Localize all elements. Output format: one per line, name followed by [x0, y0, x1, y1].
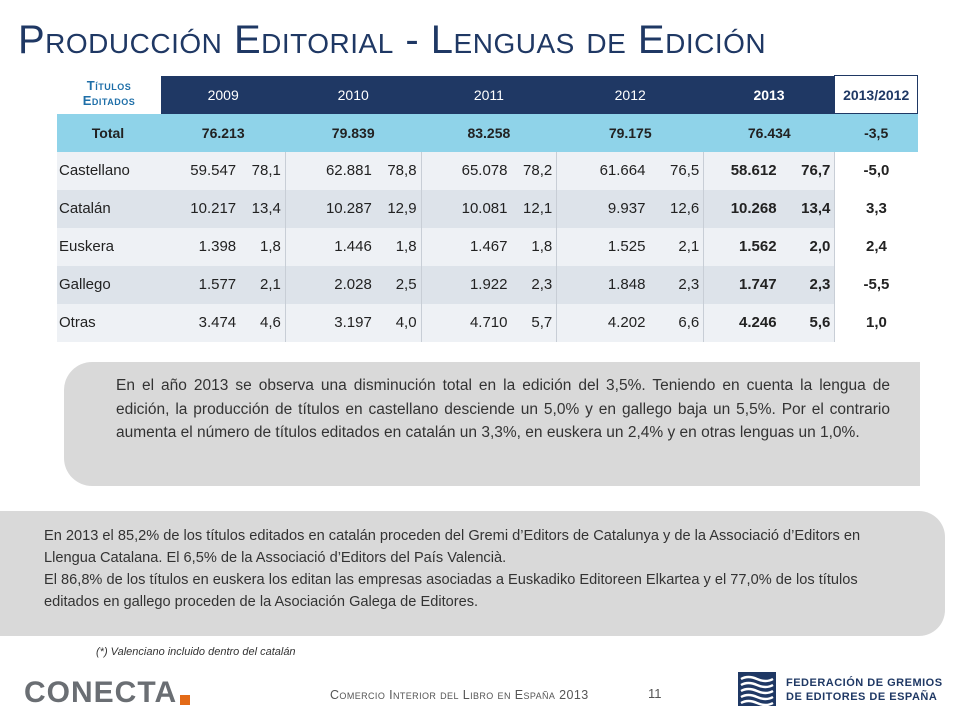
count-cell: 1.562 [703, 227, 781, 266]
percent-cell: 1,8 [511, 227, 558, 266]
year-header: 2013 [703, 75, 835, 114]
total-value: 79.175 [556, 113, 704, 152]
count-cell: 1.922 [421, 265, 512, 304]
percent-cell: 12,6 [649, 189, 705, 228]
count-cell: 1.398 [161, 227, 241, 266]
percent-cell: 5,6 [780, 303, 836, 342]
fgee-name: FEDERACIÓN DE GREMIOS DE EDITORES DE ESP… [786, 676, 943, 704]
table-row: Otras 3.474 4,6 3.197 4,0 4.710 5,7 4.20… [57, 303, 918, 342]
row-label: Euskera [57, 227, 162, 266]
count-cell: 9.937 [556, 189, 650, 228]
year-header: 2012 [556, 75, 704, 114]
percent-cell: 2,0 [780, 227, 836, 266]
count-cell: 62.881 [285, 151, 376, 190]
count-cell: 10.268 [703, 189, 781, 228]
percent-cell: 2,5 [375, 265, 422, 304]
detail-box: En 2013 el 85,2% de los títulos editados… [0, 511, 945, 636]
percent-cell: 78,2 [511, 151, 558, 190]
variation-cell: 3,3 [834, 189, 918, 228]
percent-cell: 2,1 [649, 227, 705, 266]
total-variation: -3,5 [834, 113, 918, 152]
count-cell: 1.525 [556, 227, 650, 266]
percent-cell: 12,1 [511, 189, 558, 228]
count-cell: 58.612 [703, 151, 781, 190]
corner-label: Títulos Editados [57, 75, 162, 114]
row-label: Catalán [57, 189, 162, 228]
percent-cell: 13,4 [240, 189, 286, 228]
total-value: 83.258 [421, 113, 557, 152]
total-value: 76.434 [703, 113, 835, 152]
percent-cell: 78,8 [375, 151, 422, 190]
percent-cell: 1,8 [240, 227, 286, 266]
count-cell: 4.202 [556, 303, 650, 342]
count-cell: 59.547 [161, 151, 241, 190]
variation-cell: 1,0 [834, 303, 918, 342]
row-label: Gallego [57, 265, 162, 304]
percent-cell: 4,6 [240, 303, 286, 342]
percent-cell: 2,3 [649, 265, 705, 304]
table-header-row: Títulos Editados 2009 2010 2011 2012 201… [57, 75, 918, 114]
row-label: Total [57, 113, 162, 152]
count-cell: 10.287 [285, 189, 376, 228]
table-row: Euskera 1.398 1,8 1.446 1,8 1.467 1,8 1.… [57, 227, 918, 266]
percent-cell: 78,1 [240, 151, 286, 190]
count-cell: 1.848 [556, 265, 650, 304]
percent-cell: 76,7 [780, 151, 836, 190]
count-cell: 2.028 [285, 265, 376, 304]
percent-cell: 1,8 [375, 227, 422, 266]
variation-cell: -5,0 [834, 151, 918, 190]
variation-cell: -5,5 [834, 265, 918, 304]
percent-cell: 2,1 [240, 265, 286, 304]
detail-paragraph-euskera-gallego: El 86,8% de los títulos en euskera los e… [44, 572, 858, 610]
count-cell: 1.577 [161, 265, 241, 304]
table-row: Gallego 1.577 2,1 2.028 2,5 1.922 2,3 1.… [57, 265, 918, 304]
percent-cell: 76,5 [649, 151, 705, 190]
count-cell: 65.078 [421, 151, 512, 190]
fgee-emblem-icon [738, 672, 776, 706]
percent-cell: 4,0 [375, 303, 422, 342]
fgee-line-1: FEDERACIÓN DE GREMIOS [786, 677, 943, 689]
total-value: 76.213 [161, 113, 286, 152]
table-row: Catalán 10.217 13,4 10.287 12,9 10.081 1… [57, 189, 918, 228]
conecta-logo: CONECTA [24, 676, 191, 710]
count-cell: 4.246 [703, 303, 781, 342]
table-row: Castellano 59.547 78,1 62.881 78,8 65.07… [57, 151, 918, 190]
count-cell: 4.710 [421, 303, 512, 342]
variation-header: 2013/2012 [834, 75, 918, 114]
footer-report-title: Comercio Interior del Libro en España 20… [330, 688, 589, 702]
row-label: Otras [57, 303, 162, 342]
year-header: 2011 [421, 75, 557, 114]
count-cell: 1.747 [703, 265, 781, 304]
footnote: (*) Valenciano incluido dentro del catal… [96, 646, 296, 658]
count-cell: 10.217 [161, 189, 241, 228]
orange-square-icon [180, 695, 191, 705]
count-cell: 3.197 [285, 303, 376, 342]
titles-table-container: Títulos Editados 2009 2010 2011 2012 201… [57, 75, 918, 342]
total-row: Total 76.213 79.839 83.258 79.175 76.434… [57, 113, 918, 152]
year-header: 2009 [161, 75, 286, 114]
percent-cell: 2,3 [511, 265, 558, 304]
conecta-logo-text: CONECTA [24, 676, 178, 709]
fgee-line-2: DE EDITORES DE ESPAÑA [786, 691, 938, 703]
count-cell: 1.467 [421, 227, 512, 266]
total-value: 79.839 [285, 113, 422, 152]
percent-cell: 12,9 [375, 189, 422, 228]
page-title: Producción Editorial - Lenguas de Edició… [18, 18, 767, 62]
row-label: Castellano [57, 151, 162, 190]
percent-cell: 2,3 [780, 265, 836, 304]
titles-by-language-table: Títulos Editados 2009 2010 2011 2012 201… [57, 75, 918, 342]
count-cell: 3.474 [161, 303, 241, 342]
year-header: 2010 [285, 75, 422, 114]
variation-cell: 2,4 [834, 227, 918, 266]
percent-cell: 13,4 [780, 189, 836, 228]
detail-paragraph-catalan: En 2013 el 85,2% de los títulos editados… [44, 528, 861, 566]
page-number: 11 [648, 686, 662, 701]
count-cell: 10.081 [421, 189, 512, 228]
percent-cell: 5,7 [511, 303, 558, 342]
percent-cell: 6,6 [649, 303, 705, 342]
count-cell: 61.664 [556, 151, 650, 190]
summary-box: En el año 2013 se observa una disminució… [64, 362, 920, 486]
count-cell: 1.446 [285, 227, 376, 266]
